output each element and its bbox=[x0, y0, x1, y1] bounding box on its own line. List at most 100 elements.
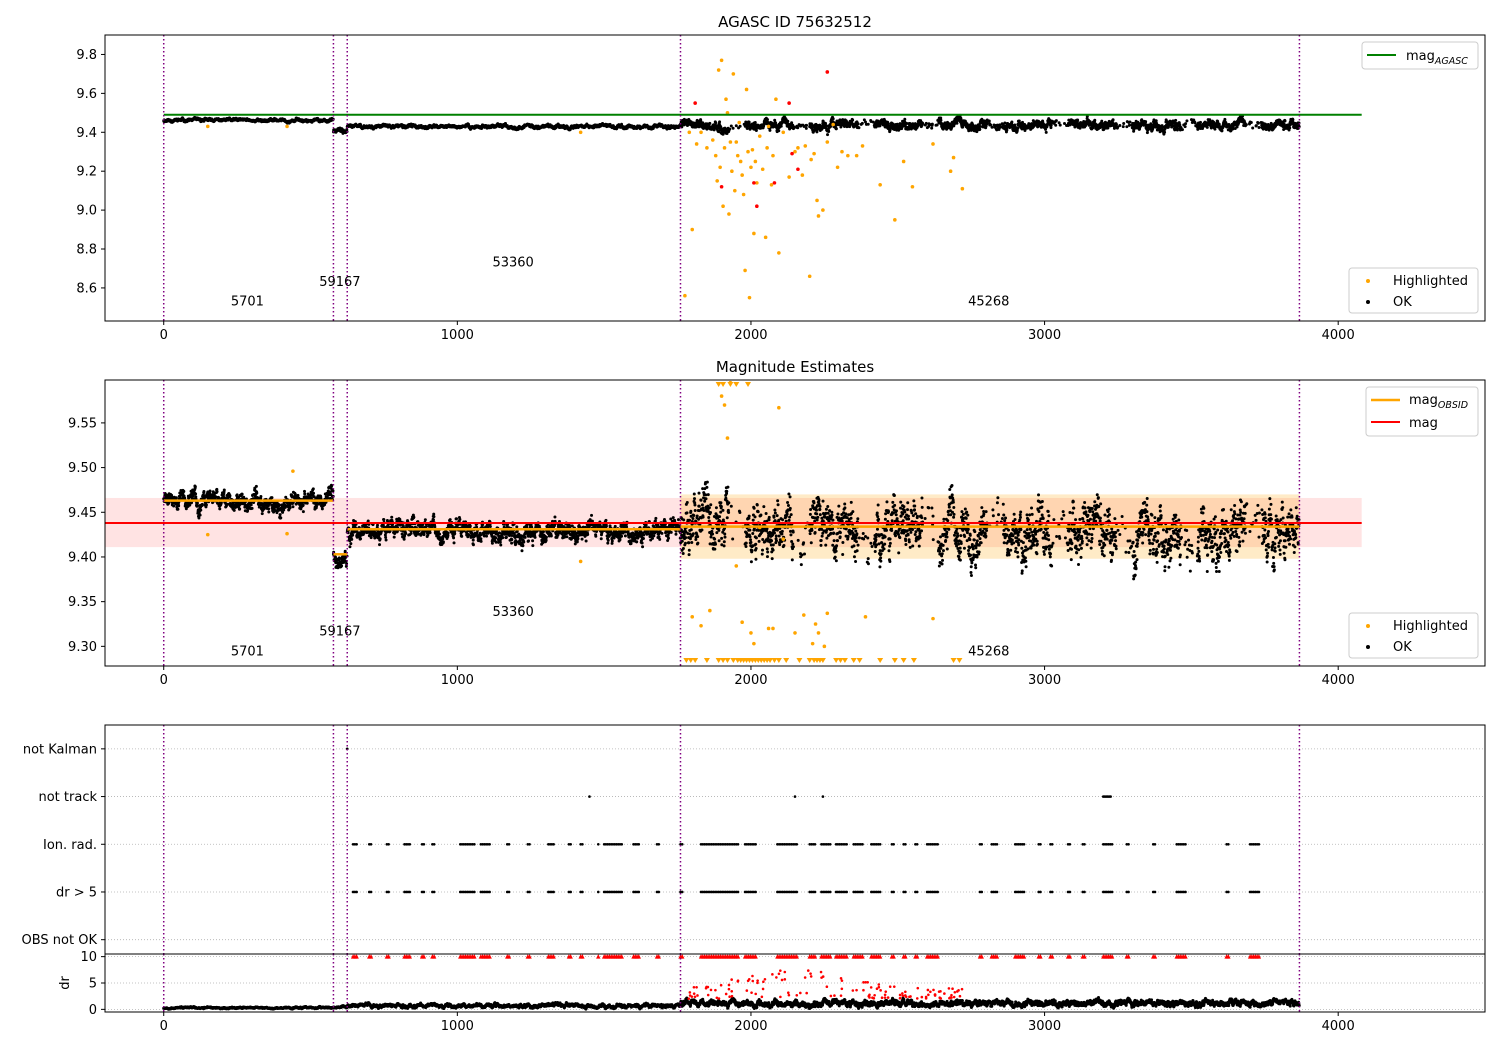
ok-point bbox=[177, 504, 181, 508]
highlighted-point bbox=[738, 159, 743, 164]
highlighted-point bbox=[812, 151, 816, 156]
highlighted-point bbox=[733, 188, 737, 193]
x-tick-label: 2000 bbox=[734, 328, 767, 343]
highlighted-point bbox=[724, 97, 728, 102]
x-tick-label: 1000 bbox=[441, 328, 474, 343]
highlighted-point bbox=[718, 165, 722, 170]
highlighted-point bbox=[727, 212, 731, 216]
highlighted-point bbox=[721, 204, 725, 209]
highlighted-point bbox=[821, 208, 825, 212]
ok-point bbox=[728, 127, 732, 131]
ok-point bbox=[779, 124, 783, 128]
ok-point bbox=[987, 119, 991, 123]
highlighted-point bbox=[730, 169, 734, 173]
ok-point bbox=[1205, 125, 1209, 129]
ok-point bbox=[1288, 126, 1292, 130]
flagged-point bbox=[796, 167, 800, 172]
highlighted-point bbox=[809, 157, 813, 162]
highlighted-point bbox=[846, 153, 850, 158]
ok-point bbox=[856, 122, 860, 126]
obsid-label: 59167 bbox=[319, 275, 360, 290]
highlighted-point bbox=[687, 130, 692, 135]
highlighted-point bbox=[705, 146, 709, 150]
ok-point bbox=[176, 507, 180, 511]
highlighted-point bbox=[793, 149, 797, 154]
ok-point bbox=[921, 122, 925, 126]
highlighted-point bbox=[854, 153, 859, 158]
ok-point bbox=[777, 129, 781, 133]
ok-point bbox=[1054, 119, 1058, 123]
ok-point bbox=[1174, 118, 1178, 122]
ok-point bbox=[200, 502, 204, 506]
ok-point bbox=[193, 485, 197, 489]
y-tick-label: 9.6 bbox=[76, 87, 97, 102]
ok-point bbox=[718, 120, 722, 124]
legend-label-highlighted: Highlighted bbox=[1393, 274, 1468, 289]
ok-point bbox=[198, 513, 202, 517]
ok-point bbox=[765, 118, 769, 122]
ok-point bbox=[805, 123, 809, 127]
highlighted-point bbox=[737, 120, 742, 125]
ok-point bbox=[194, 492, 198, 496]
highlighted-point bbox=[781, 130, 786, 135]
highlighted-point bbox=[763, 235, 768, 240]
flagged-point bbox=[755, 204, 759, 209]
highlighted-point bbox=[731, 72, 736, 76]
ok-point bbox=[202, 489, 206, 493]
ok-point bbox=[930, 126, 934, 130]
ok-point bbox=[240, 492, 244, 496]
highlighted-point bbox=[205, 124, 210, 129]
highlighted-point bbox=[771, 153, 775, 158]
ok-point bbox=[1256, 121, 1260, 125]
highlighted-point bbox=[769, 183, 774, 187]
highlighted-point bbox=[910, 184, 915, 189]
ok-point bbox=[1254, 124, 1258, 128]
ok-point bbox=[1184, 122, 1188, 126]
highlighted-point bbox=[951, 155, 956, 160]
x-tick-label: 3000 bbox=[1028, 328, 1061, 343]
flagged-point bbox=[719, 184, 724, 189]
ok-point bbox=[199, 508, 203, 512]
highlighted-point bbox=[750, 147, 755, 152]
panel-1-bottom-legend: Highlighted OK bbox=[1348, 267, 1479, 314]
highlighted-point bbox=[760, 167, 765, 172]
ok-point bbox=[208, 489, 212, 493]
highlighted-point bbox=[753, 159, 758, 164]
ok-point bbox=[1093, 118, 1097, 122]
highlighted-point bbox=[835, 165, 840, 170]
highlighted-point bbox=[860, 144, 865, 148]
highlighted-point bbox=[931, 142, 935, 146]
ok-point bbox=[815, 130, 819, 134]
highlighted-point bbox=[893, 218, 897, 222]
ok-point bbox=[866, 122, 870, 126]
highlighted-point bbox=[743, 268, 747, 273]
highlighted-point bbox=[578, 130, 583, 135]
y-tick-label: 9.8 bbox=[76, 48, 97, 63]
flagged-point bbox=[772, 181, 777, 185]
highlighted-point bbox=[840, 149, 844, 154]
highlighted-point bbox=[948, 169, 953, 173]
ok-point bbox=[174, 496, 178, 500]
ok-point bbox=[197, 516, 201, 520]
ok-point bbox=[978, 127, 982, 131]
highlighted-point bbox=[719, 58, 724, 63]
highlighted-point bbox=[803, 144, 808, 148]
ok-point bbox=[786, 119, 790, 123]
highlighted-point bbox=[766, 124, 771, 129]
ok-point bbox=[738, 124, 742, 128]
ok-point bbox=[1128, 120, 1132, 124]
highlighted-point bbox=[728, 140, 733, 144]
obsid-label: 45268 bbox=[968, 294, 1009, 309]
y-tick-label: 8.8 bbox=[76, 243, 97, 258]
ok-point bbox=[990, 125, 994, 129]
ok-point bbox=[930, 122, 934, 126]
ok-point bbox=[804, 126, 808, 130]
panel-1-title: AGASC ID 75632512 bbox=[718, 13, 872, 31]
highlighted-point bbox=[285, 124, 289, 129]
highlighted-point bbox=[800, 173, 805, 177]
ok-point bbox=[1122, 122, 1126, 126]
ok-point bbox=[1291, 118, 1295, 122]
panel-1-points bbox=[162, 58, 1301, 300]
ok-point bbox=[831, 117, 835, 121]
